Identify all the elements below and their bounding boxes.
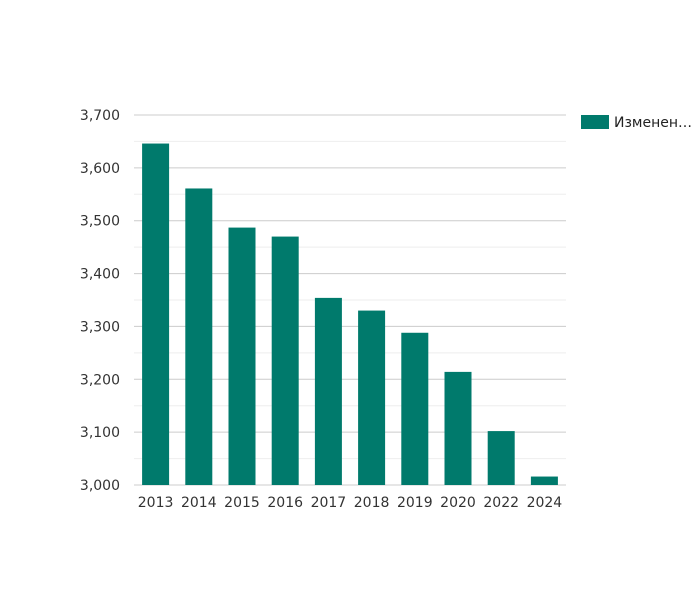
bar (271, 236, 299, 485)
bar (444, 371, 472, 485)
y-tick-label: 3,300 (80, 319, 120, 335)
legend[interactable]: Изменен… (581, 115, 692, 131)
bar (142, 143, 170, 486)
bar (487, 431, 515, 485)
bar (185, 188, 213, 485)
y-tick-label: 3,600 (80, 161, 120, 177)
x-tick-label: 2019 (397, 495, 433, 511)
x-axis: 2013 2014 2015 2016 2017 2018 2019 2020 2022 2024 (138, 495, 563, 511)
y-tick-label: 3,700 (80, 108, 120, 124)
bar (401, 332, 429, 485)
x-tick-label: 2022 (483, 495, 519, 511)
x-tick-label: 2015 (224, 495, 260, 511)
legend-swatch (581, 115, 609, 129)
y-tick-label: 3,000 (80, 478, 120, 494)
y-tick-label: 3,400 (80, 267, 120, 283)
bar (314, 297, 342, 485)
x-tick-label: 2017 (311, 495, 347, 511)
legend-label: Изменен… (614, 115, 692, 131)
y-tick-label: 3,500 (80, 214, 120, 230)
x-tick-label: 2024 (527, 495, 563, 511)
bar (358, 310, 386, 485)
x-tick-label: 2013 (138, 495, 174, 511)
x-tick-label: 2014 (181, 495, 217, 511)
bars (142, 143, 558, 486)
x-tick-label: 2018 (354, 495, 390, 511)
x-tick-label: 2020 (440, 495, 476, 511)
y-tick-label: 3,100 (80, 425, 120, 441)
bar (530, 476, 558, 485)
y-tick-label: 3,200 (80, 372, 120, 388)
x-tick-label: 2016 (267, 495, 303, 511)
bar (228, 227, 256, 486)
y-axis: 3,000 3,100 3,200 3,300 3,400 3,500 3,600 3,700 (80, 108, 120, 494)
